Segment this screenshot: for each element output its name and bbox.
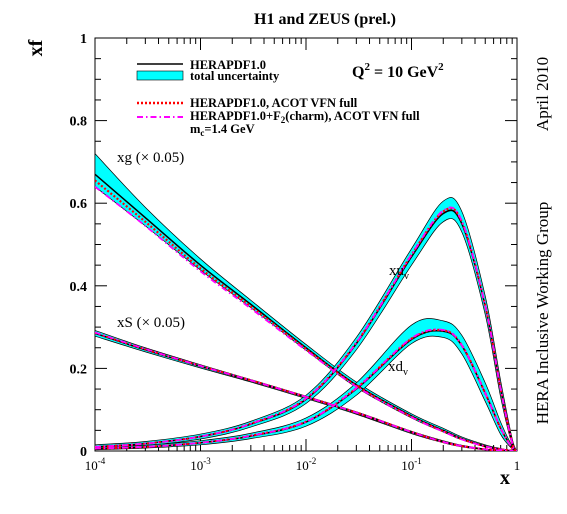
line-charm-xS	[95, 331, 517, 451]
curve-label-xs: xS (× 0.05)	[117, 315, 185, 331]
y-axis-label: xf	[25, 39, 47, 56]
line-charm-xg	[95, 185, 517, 451]
x-axis-label: x	[500, 467, 510, 489]
x-tick-label: 10-1	[401, 456, 422, 473]
side-date: April 2010	[533, 57, 552, 131]
curve-label-xuv: xuv	[389, 263, 409, 282]
legend: HERAPDF1.0 total uncertainty HERAPDF1.0,…	[136, 58, 420, 138]
legend-label-band: total uncertainty	[190, 69, 280, 83]
y-tick-label: 0.4	[70, 280, 88, 295]
curve-label-xdv: xdv	[388, 359, 408, 378]
uncertainty-bands	[95, 153, 517, 451]
band-xdv	[95, 318, 517, 451]
scale-label: Q2 = 10 GeV2	[352, 61, 444, 81]
line-charm-xuv	[95, 206, 517, 451]
line-acot-xdv	[95, 328, 517, 451]
y-tick-label: 0	[80, 445, 87, 460]
chart-title: H1 and ZEUS (prel.)	[254, 11, 396, 28]
side-group: HERA Inclusive Working Group	[533, 202, 552, 425]
y-tick-label: 0.6	[70, 197, 88, 212]
legend-label-central: HERAPDF1.0	[190, 58, 266, 72]
legend-swatch-band	[136, 70, 184, 81]
legend-label-charm: HERAPDF1.0+F2(charm), ACOT VFN full	[190, 109, 420, 125]
y-tick-label: 1	[80, 32, 87, 47]
pdf-curves	[95, 173, 517, 451]
x-tick-label: 10-4	[85, 456, 106, 473]
legend-label-acot: HERAPDF1.0, ACOT VFN full	[190, 96, 358, 110]
x-tick-label: 1	[514, 458, 521, 473]
curve-label-xg: xg (× 0.05)	[117, 150, 184, 166]
x-tick-label: 10-2	[296, 456, 317, 473]
legend-note: mc=1.4 GeV	[190, 122, 255, 138]
y-tick-label: 0.8	[70, 115, 88, 130]
x-tick-label: 10-3	[190, 456, 211, 473]
y-tick-label: 0.2	[70, 362, 88, 377]
